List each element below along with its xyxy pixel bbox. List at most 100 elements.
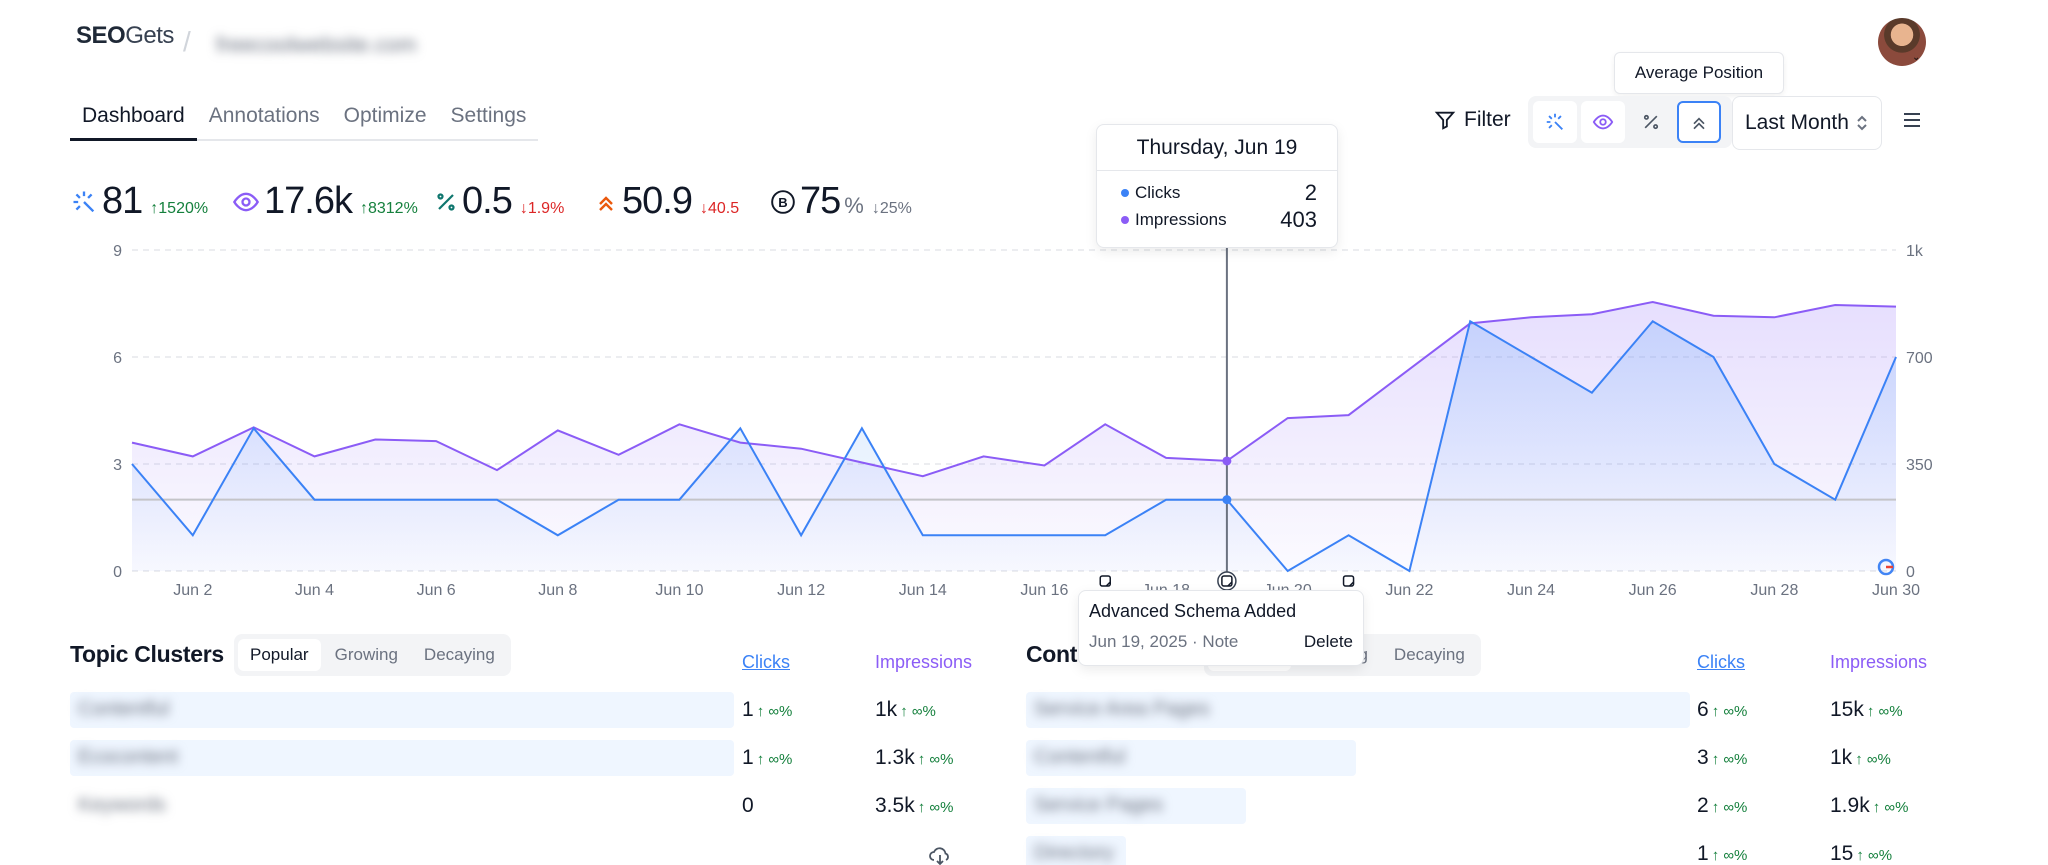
position-icon bbox=[599, 195, 613, 211]
impressions-value: 3.5k bbox=[875, 794, 915, 817]
x-tick: Jun 24 bbox=[1507, 582, 1555, 599]
clicks-change: ↑ ∞% bbox=[1711, 799, 1748, 816]
tooltip-clicks-row: Clicks 2 bbox=[1097, 179, 1337, 206]
impressions-change: ↑ ∞% bbox=[1872, 799, 1909, 816]
breadcrumb-separator: / bbox=[183, 26, 191, 57]
performance-chart[interactable]: 9 6 3 0 1k 700 350 0 Jun 2 Jun 4 Jun 6 Jun 8 Jun 1… bbox=[0, 230, 2048, 610]
content-row-label[interactable]: Service Area Pages bbox=[1034, 698, 1210, 720]
tooltip-date: Thursday, Jun 19 bbox=[1097, 125, 1337, 171]
content-row-label[interactable]: Service Pages bbox=[1034, 794, 1163, 816]
x-tick: Jun 8 bbox=[538, 582, 577, 599]
cloud-download-icon[interactable] bbox=[928, 846, 952, 865]
logo-text-a: SEO bbox=[76, 22, 126, 49]
site-selector[interactable]: freecoolwebsite.com bbox=[216, 32, 417, 57]
stat-clicks-value: 81 bbox=[102, 180, 143, 222]
impressions-value: 1.3k bbox=[875, 746, 915, 769]
topic-row-bar bbox=[70, 740, 734, 776]
content-row-clicks: 2 ↑ ∞% bbox=[1697, 794, 1747, 818]
stat-impressions: 17.6k ↑8312% bbox=[232, 180, 418, 223]
filter-button[interactable]: Filter bbox=[1434, 108, 1511, 132]
topic-col-clicks[interactable]: Clicks bbox=[742, 652, 790, 672]
tab-optimize[interactable]: Optimize bbox=[343, 104, 427, 127]
annotation-note-icon[interactable] bbox=[1342, 575, 1355, 587]
stat-impressions-change: ↑8312% bbox=[359, 200, 418, 217]
impressions-line bbox=[131, 300, 1897, 478]
x-tick: Jun 30 bbox=[1872, 582, 1920, 599]
tab-dashboard[interactable]: Dashboard bbox=[70, 98, 197, 141]
y-axis-left: 9 6 3 0 bbox=[113, 243, 122, 581]
content-row-bar bbox=[1026, 788, 1246, 824]
y-left-tick: 9 bbox=[113, 243, 122, 260]
topic-row-impressions: 1.3k ↑ ∞% bbox=[875, 746, 953, 770]
tab-settings[interactable]: Settings bbox=[450, 104, 527, 127]
annotation-note-icon[interactable] bbox=[1099, 575, 1111, 587]
metric-toggle-group bbox=[1528, 96, 1732, 148]
annotation-note-icon[interactable] bbox=[1217, 571, 1237, 591]
clicks-value: 1 bbox=[742, 746, 754, 769]
tooltip-impressions-value: 403 bbox=[1280, 206, 1317, 232]
topic-col-impressions[interactable]: Impressions bbox=[875, 652, 973, 672]
seogets-logo[interactable]: SEO Gets bbox=[76, 22, 174, 50]
content-col-impressions[interactable]: Impressions bbox=[1830, 652, 1928, 672]
date-range-label: Last Month bbox=[1745, 111, 1849, 134]
clicks-line bbox=[131, 319, 1897, 573]
clicks-value: 1 bbox=[742, 698, 754, 721]
content-row-bar bbox=[1026, 692, 1690, 728]
topic-row-label[interactable]: Ecocontent bbox=[78, 746, 179, 768]
user-avatar[interactable] bbox=[1878, 18, 1926, 66]
topic-row-label[interactable]: Contentful bbox=[78, 698, 170, 720]
impressions-change: ↑ ∞% bbox=[900, 703, 936, 720]
x-axis: Jun 2 Jun 4 Jun 6 Jun 8 Jun 10 Jun 12 Jun 14 Ju… bbox=[173, 582, 1920, 599]
x-tick: Jun 16 bbox=[1020, 582, 1068, 599]
topic-row-label[interactable]: Keywords bbox=[78, 794, 166, 816]
impressions-dot bbox=[1121, 215, 1129, 224]
filter-icon bbox=[1434, 111, 1456, 130]
clicks-value: 6 bbox=[1697, 698, 1709, 721]
filter-decaying[interactable]: Decaying bbox=[423, 645, 495, 664]
tooltip-clicks-label: Clicks bbox=[1135, 182, 1181, 202]
content-row-clicks: 1 ↑ ∞% bbox=[1697, 842, 1747, 865]
topic-row-clicks: 0 bbox=[742, 794, 757, 818]
x-tick: Jun 10 bbox=[655, 582, 703, 599]
stat-ctr-change: ↓1.9% bbox=[519, 200, 565, 217]
toggle-ctr[interactable] bbox=[1629, 101, 1673, 143]
x-tick: Jun 26 bbox=[1629, 582, 1677, 599]
topic-row-impressions: 1k ↑ ∞% bbox=[875, 698, 936, 722]
topic-clusters-title: Topic Clusters bbox=[70, 641, 224, 667]
stat-clicks: 81 ↑1520% bbox=[70, 180, 208, 223]
content-row-label[interactable]: Directory bbox=[1034, 842, 1115, 864]
content-row-clicks: 6 ↑ ∞% bbox=[1697, 698, 1747, 722]
date-range-select[interactable]: Last Month bbox=[1732, 96, 1882, 150]
filter-decaying[interactable]: Decaying bbox=[1393, 645, 1465, 664]
impressions-value: 15k bbox=[1830, 698, 1864, 721]
impressions-change: ↑ ∞% bbox=[1866, 703, 1903, 720]
clicks-icon bbox=[73, 191, 95, 212]
filter-growing[interactable]: Growing bbox=[334, 645, 398, 664]
chevron-updown-icon bbox=[1857, 115, 1867, 131]
topic-row-impressions: 3.5k ↑ ∞% bbox=[875, 794, 953, 818]
content-row-bar bbox=[1026, 740, 1356, 776]
tab-annotations[interactable]: Annotations bbox=[208, 104, 320, 127]
stat-ctr: 0.5 ↓1.9% bbox=[434, 180, 564, 223]
stat-impressions-value: 17.6k bbox=[264, 180, 353, 222]
content-col-clicks[interactable]: Clicks bbox=[1697, 652, 1745, 672]
stat-brand-unit: % bbox=[844, 193, 864, 218]
ctr-icon bbox=[437, 192, 455, 211]
ctr-icon bbox=[1643, 114, 1659, 130]
toggle-clicks[interactable] bbox=[1533, 101, 1577, 143]
menu-icon[interactable] bbox=[1900, 108, 1924, 132]
topic-row-clicks: 1 ↑ ∞% bbox=[742, 698, 792, 722]
stat-position: 50.9 ↓40.5 bbox=[594, 180, 739, 223]
annotation-title: Advanced Schema Added bbox=[1089, 601, 1297, 621]
clicks-change: ↑ ∞% bbox=[756, 703, 793, 720]
stat-brand: B 75 % ↓25% bbox=[770, 180, 912, 223]
toggle-impressions[interactable] bbox=[1581, 101, 1625, 143]
content-row-bar bbox=[1026, 836, 1126, 865]
y-axis-right: 1k 700 350 0 bbox=[1906, 243, 1933, 581]
filter-popular[interactable]: Popular bbox=[238, 639, 321, 671]
clicks-change: ↑ ∞% bbox=[1711, 847, 1748, 864]
annotation-delete-button[interactable]: Delete bbox=[1303, 632, 1353, 651]
toggle-position[interactable] bbox=[1677, 101, 1721, 143]
content-row-label[interactable]: Contentful bbox=[1034, 746, 1126, 768]
y-left-tick: 6 bbox=[113, 350, 122, 367]
